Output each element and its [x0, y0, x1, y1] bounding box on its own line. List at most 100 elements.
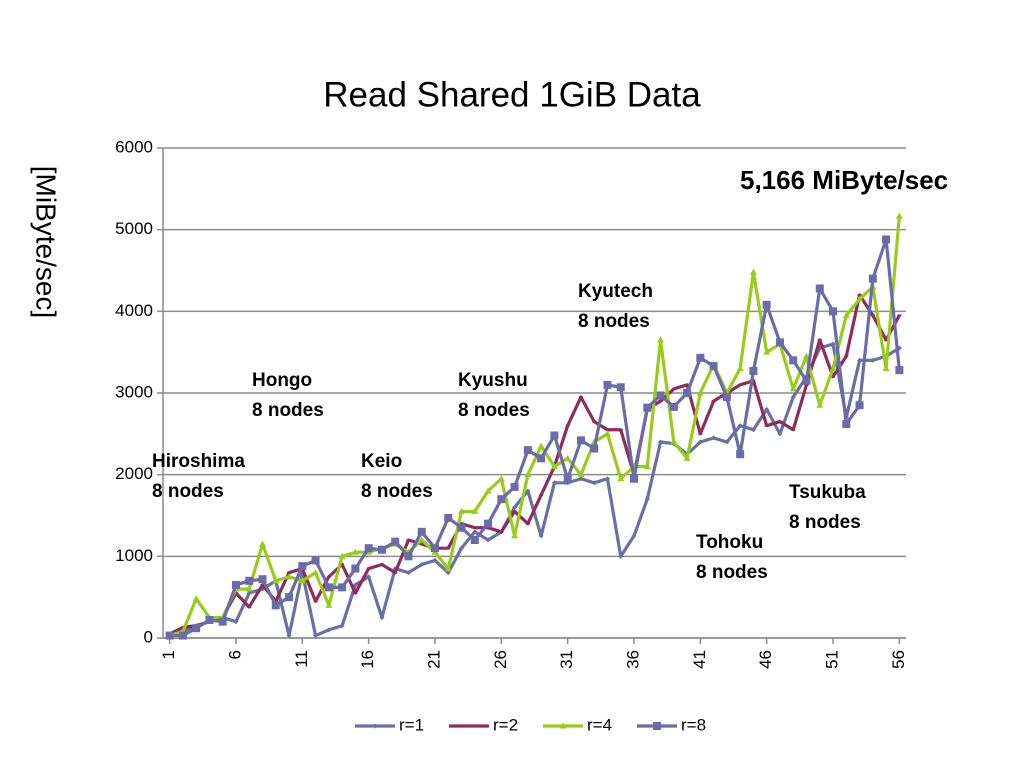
point	[285, 573, 293, 580]
point	[671, 387, 676, 390]
point	[537, 442, 545, 449]
point	[271, 601, 280, 610]
point	[709, 362, 718, 371]
point	[697, 439, 703, 445]
x-tick-label: 1	[159, 650, 178, 659]
point	[777, 431, 783, 437]
point	[856, 295, 864, 302]
y-tick-label: 3000	[115, 382, 153, 401]
point	[777, 420, 782, 423]
point	[683, 454, 691, 461]
point	[430, 544, 439, 553]
point	[231, 580, 240, 589]
point	[313, 600, 318, 603]
point	[829, 365, 837, 371]
point	[338, 583, 347, 592]
series-line	[168, 293, 901, 636]
point	[472, 529, 478, 535]
y-tick-label: 0	[144, 627, 153, 646]
legend-label: r=2	[493, 715, 518, 734]
annotation: 5,166 MiByte/sec	[740, 165, 948, 195]
x-tick-label: 41	[690, 650, 709, 669]
legend-marker	[653, 722, 661, 730]
point	[644, 496, 650, 502]
point	[617, 475, 625, 482]
point	[312, 569, 320, 576]
point	[736, 365, 744, 371]
point	[245, 576, 254, 585]
point	[868, 274, 877, 283]
point	[524, 471, 532, 478]
x-tick-label: 21	[424, 650, 443, 669]
point	[511, 532, 519, 539]
point	[604, 476, 610, 482]
annotation: 8 nodes	[458, 400, 530, 421]
point	[658, 439, 664, 445]
annotation: 8 nodes	[696, 562, 768, 583]
point	[711, 400, 716, 403]
point	[738, 383, 743, 386]
point	[696, 389, 704, 396]
point	[377, 545, 386, 554]
point	[789, 385, 797, 392]
point	[592, 420, 597, 423]
point	[340, 563, 345, 566]
legend-marker	[372, 723, 378, 729]
point	[458, 507, 466, 514]
point	[419, 543, 424, 546]
series-line	[169, 342, 901, 638]
point	[829, 307, 838, 316]
point	[870, 314, 875, 317]
legend-label: r=4	[587, 715, 612, 734]
point	[246, 590, 252, 596]
point	[670, 438, 678, 445]
x-tick-label: 36	[623, 650, 642, 669]
point	[233, 592, 238, 595]
point	[525, 522, 530, 525]
point	[789, 356, 798, 365]
point	[326, 575, 331, 578]
point	[366, 567, 371, 570]
point	[804, 383, 809, 386]
point	[563, 474, 572, 483]
point	[393, 571, 398, 574]
point	[750, 427, 756, 433]
point	[683, 389, 692, 397]
point	[273, 600, 278, 603]
point	[444, 565, 452, 572]
chart-title: Read Shared 1GiB Data	[323, 75, 701, 114]
x-tick-label: 31	[557, 650, 576, 669]
point	[165, 631, 174, 640]
annotation: 8 nodes	[789, 512, 861, 533]
point	[260, 583, 265, 586]
point	[882, 365, 890, 371]
legend-marker	[559, 722, 567, 729]
point	[324, 583, 333, 592]
point	[605, 428, 610, 431]
point	[391, 537, 400, 546]
point	[417, 527, 426, 536]
annotation: Kyushu	[458, 370, 528, 391]
point	[459, 522, 464, 525]
point	[339, 623, 345, 629]
point	[233, 619, 239, 625]
annotation: Tsukuba	[789, 482, 866, 503]
point	[537, 454, 546, 463]
point	[325, 601, 333, 608]
point	[657, 336, 665, 343]
point	[618, 553, 624, 559]
point	[895, 212, 903, 219]
point	[444, 513, 453, 522]
point	[775, 338, 784, 347]
point	[379, 615, 385, 621]
point	[764, 406, 770, 412]
point	[470, 536, 479, 544]
x-tick-label: 51	[823, 650, 842, 669]
point	[298, 577, 306, 584]
point	[603, 430, 611, 437]
point	[247, 605, 252, 608]
point	[603, 380, 612, 389]
point	[578, 396, 583, 399]
point	[457, 523, 466, 532]
point	[352, 582, 358, 588]
